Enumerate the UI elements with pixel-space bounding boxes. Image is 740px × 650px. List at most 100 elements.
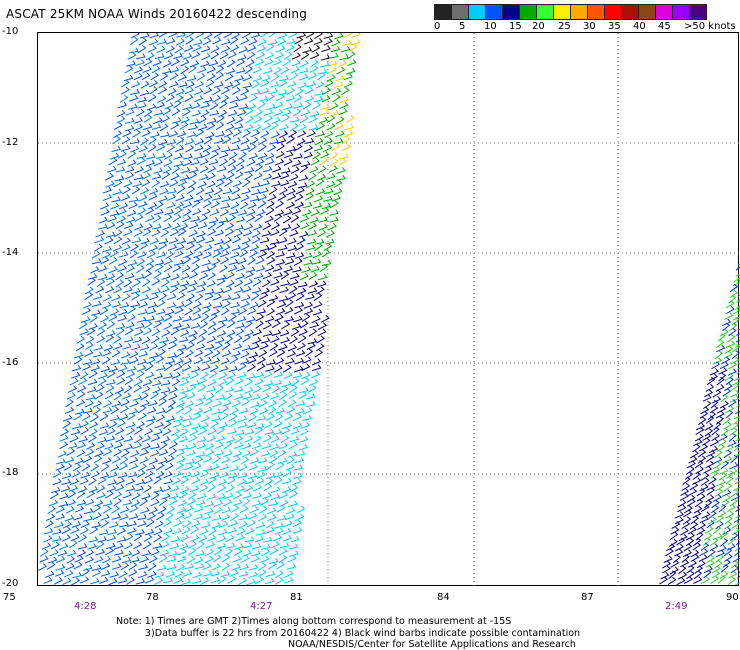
wind-barb [287,180,298,189]
wind-barb [101,555,112,564]
wind-barb [95,548,106,556]
wind-barb [204,548,215,557]
wind-barb [207,272,217,281]
wind-barb [286,187,296,196]
wind-barb [234,224,244,231]
wind-barb [140,137,149,146]
wind-barb [672,554,681,564]
wind-barb [334,33,344,40]
legend-swatch [672,4,690,20]
wind-barb [255,477,265,485]
wind-barb [215,435,226,443]
wind-barb [251,230,261,238]
wind-barb [225,279,235,288]
wind-barb [133,66,144,74]
wind-barb [165,512,174,521]
wind-barb [121,556,132,564]
wind-barb [102,500,113,507]
wind-barb [149,86,158,95]
wind-barb [219,51,229,60]
wind-barb [173,259,184,266]
wind-barb [106,370,116,379]
wind-barb [170,280,181,288]
wind-barb [260,287,271,295]
wind-barb [170,536,181,543]
wind-barb [82,564,93,571]
wind-barb [299,115,309,124]
wind-barb [166,555,177,563]
wind-barb [147,301,158,309]
wind-barb [96,485,106,494]
wind-barb [306,180,316,189]
wind-barb [179,174,190,181]
note-line-2: 3)Data buffer is 22 hrs from 20160422 4)… [145,628,581,639]
wind-barb [108,266,118,274]
wind-barb [266,103,276,111]
wind-barb [120,145,131,152]
wind-barb [298,436,309,443]
wind-barb [87,378,98,386]
wind-barb [173,415,184,423]
wind-barb [199,371,209,380]
wind-barb [187,280,198,287]
wind-barb [189,166,199,174]
wind-barb [716,344,726,353]
wind-barb [239,563,250,571]
wind-barb [163,478,173,485]
wind-barb [96,278,106,287]
wind-barb [294,252,305,259]
wind-barb [324,130,334,138]
wind-barb [142,228,152,237]
wind-barb [155,470,165,479]
wind-barb [305,192,315,201]
wind-barb [204,293,214,301]
wind-barb [250,292,260,301]
wind-barb [194,80,205,89]
wind-barb [190,470,201,478]
wind-barb [263,371,273,379]
wind-barb [244,536,255,543]
wind-barb [90,470,101,479]
wind-barb [284,307,294,315]
wind-barb [182,256,192,265]
wind-barb [124,166,135,173]
wind-barb [720,460,730,470]
wind-barb [111,196,121,203]
wind-barb [309,378,319,387]
wind-barb [215,336,225,344]
wind-barb [176,33,186,38]
wind-barb [99,576,109,584]
wind-barb [238,103,249,110]
wind-barb [306,342,316,350]
wind-barb [108,313,118,322]
wind-barb [225,484,235,493]
wind-barb [721,318,732,327]
wind-barb [115,477,126,485]
wind-barb [188,330,198,338]
wind-barb [175,462,184,471]
wind-barb [177,178,188,187]
wind-barb [255,521,266,529]
wind-barb [733,306,740,315]
wind-barb [238,407,249,414]
wind-barb [148,79,159,88]
wind-barb [200,313,210,323]
wind-barb [288,441,298,450]
wind-barb [207,228,217,237]
wind-barb [294,456,304,464]
wind-barb [179,280,190,287]
wind-barb [141,278,151,288]
wind-barb [215,65,225,74]
wind-barb [66,499,77,507]
wind-barb [232,180,243,188]
wind-barb [238,577,248,586]
wind-barb [218,109,228,118]
wind-barb [100,314,110,323]
wind-barb [347,59,357,67]
wind-barb [333,138,344,145]
wind-barb [266,298,276,308]
wind-barb [681,520,691,530]
wind-barb [103,344,114,352]
wind-barb [131,237,142,244]
wind-barb [160,285,170,294]
